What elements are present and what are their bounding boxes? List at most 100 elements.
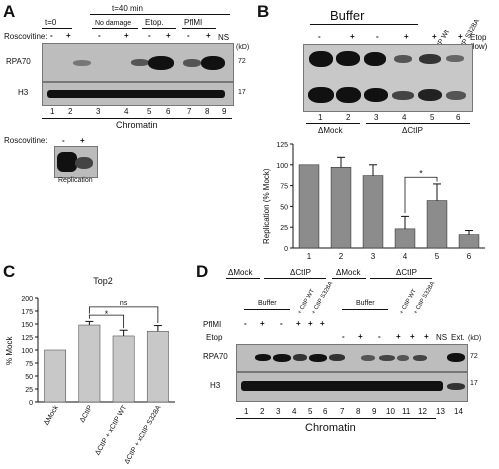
sign: - [98, 31, 101, 40]
x-tick-label: ΔMock [43, 404, 60, 426]
sign: - [376, 32, 379, 41]
bar [458, 234, 480, 249]
buffer-label: Buffer [330, 8, 365, 23]
sign: - [187, 31, 190, 40]
lane-number: 5 [147, 107, 152, 116]
mw-17: 17 [238, 89, 246, 96]
lane-number: 1 [50, 107, 55, 116]
d-rpa70-blot [236, 344, 468, 372]
sign: + [410, 332, 415, 341]
lane-number: 3 [96, 107, 101, 116]
y-tick-label: 75 [280, 184, 288, 191]
d-chromatin-underline [236, 418, 436, 419]
y-tick-label: 0 [29, 400, 33, 407]
lane-number: 10 [386, 407, 395, 416]
rpa70-blot [42, 43, 234, 82]
sign: + [206, 31, 211, 40]
y-tick-label: 25 [25, 387, 33, 394]
etop-bracket [142, 28, 176, 29]
y-axis-label: Replication (% Mock) [262, 168, 271, 244]
d-ctip-s-1: + CtIP S328A [310, 280, 335, 316]
lane-number: 4 [124, 107, 129, 116]
lane-number: 9 [372, 407, 377, 416]
etop-low-label: (low) [470, 42, 488, 51]
d-header-mock-2: ΔMock [336, 268, 361, 277]
significance-star: * [419, 168, 423, 178]
y-tick-label: 150 [21, 322, 33, 329]
x-tick-label: ΔCtIP [79, 404, 94, 424]
lane-number: 3 [276, 407, 281, 416]
mw-72: 72 [470, 353, 478, 360]
y-tick-label: 0 [284, 246, 288, 253]
x-tick-label: 1 [307, 252, 312, 261]
d-buffer-2: Buffer [356, 300, 375, 307]
h3-row-label: H3 [18, 88, 29, 97]
d-header-ctip-1: ΔCtIP [290, 268, 311, 277]
d-header-bracket [332, 278, 366, 279]
sign: + [66, 31, 71, 40]
sign: + [458, 32, 463, 41]
lane-number: 6 [456, 113, 461, 122]
sign: + [124, 31, 129, 40]
significance-bracket [404, 176, 438, 214]
lane-number: 3 [374, 113, 379, 122]
d-h3-row-label: H3 [210, 381, 221, 390]
x-tick-label: 6 [467, 252, 472, 261]
ns-label: NS [436, 333, 448, 342]
significance-star: * [105, 309, 109, 319]
sign: - [280, 319, 283, 328]
y-tick-label: 100 [276, 163, 288, 170]
etop-row-label: Etop [206, 333, 223, 342]
panel-b-label: B [257, 2, 270, 21]
lane-number: 14 [454, 407, 463, 416]
mw-72: 72 [238, 58, 246, 65]
d-header-bracket [226, 278, 260, 279]
bar [426, 200, 448, 249]
lane-number: 12 [418, 407, 427, 416]
lane-number: 9 [222, 107, 227, 116]
sign: - [62, 136, 65, 145]
rpa70-row-label: RPA70 [6, 57, 31, 66]
y-axis-label: % Mock [5, 336, 14, 365]
chart-title: Top2 [93, 276, 113, 286]
x-tick-label: ΔCtIP + xCtIP WT [94, 404, 128, 457]
bar [394, 228, 416, 249]
lane-number: 2 [260, 407, 265, 416]
d-header-ctip-2: ΔCtIP [396, 268, 417, 277]
d-buffer-bracket [244, 309, 290, 310]
sign: + [260, 319, 265, 328]
panel-c-label: C [3, 262, 16, 281]
lane-number: 4 [292, 407, 297, 416]
group-no-damage: No damage [95, 20, 132, 27]
y-tick-label: 200 [21, 296, 33, 303]
lane-number: 7 [340, 407, 345, 416]
d-h3-blot [236, 372, 468, 402]
inset-caption: Replication [58, 177, 93, 184]
inset-roscovitine-label: Roscovitine: [4, 136, 48, 145]
chromatin-label: Chromatin [116, 120, 158, 130]
replication-gel [303, 44, 473, 112]
lane-number: 1 [318, 113, 323, 122]
group-pflmi: PflMI [184, 18, 203, 27]
sign: + [432, 32, 437, 41]
replication-inset-blot [54, 146, 98, 178]
d-header-bracket [264, 278, 326, 279]
sign: + [308, 319, 313, 328]
lane-number: 5 [430, 113, 435, 122]
y-tick-label: 125 [21, 335, 33, 342]
y-tick-label: 25 [280, 225, 288, 232]
no-damage-bracket [92, 28, 138, 29]
lane-number: 7 [187, 107, 192, 116]
panel-a-label: A [3, 2, 16, 21]
replication-bar-chart: Replication (% Mock) 0 25 50 75 100 125 1 2 3 4 5 6… [262, 142, 485, 261]
bar [330, 166, 352, 249]
y-tick-label: 50 [280, 204, 288, 211]
x-tick-label: 4 [403, 252, 408, 261]
bar [44, 349, 67, 403]
time-zero-label: t=0 [45, 18, 57, 27]
bar [298, 164, 320, 249]
lane-number: 5 [308, 407, 313, 416]
x-tick-label: ΔCtIP + xCtIP S328A [123, 404, 162, 465]
sign: - [50, 31, 53, 40]
x-tick-label: 3 [371, 252, 376, 261]
